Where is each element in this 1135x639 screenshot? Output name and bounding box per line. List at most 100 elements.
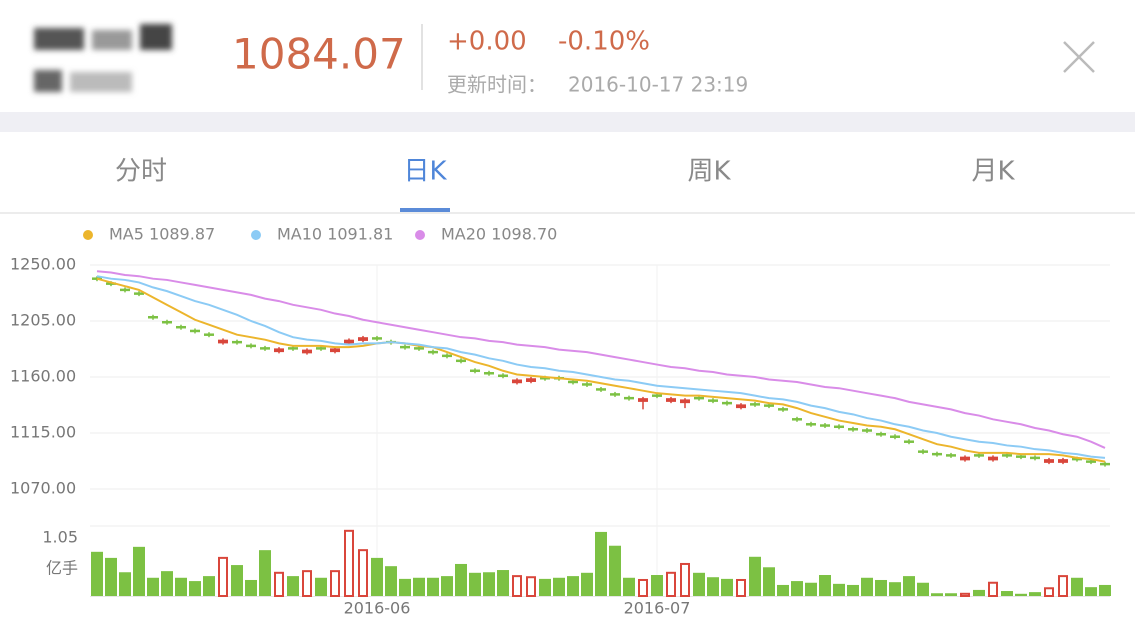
volume-bar	[330, 570, 340, 598]
candle-body	[344, 339, 354, 344]
candle-body	[1100, 462, 1110, 466]
volume-bar	[385, 566, 397, 596]
volume-bar	[623, 577, 635, 596]
candle-body	[792, 418, 802, 421]
candle-body	[512, 379, 522, 384]
ma-line	[96, 277, 1106, 463]
volume-bar	[1099, 584, 1111, 596]
volume-bar	[945, 593, 957, 596]
volume-bar	[399, 578, 411, 596]
volume-bar	[371, 557, 383, 596]
candle-body	[204, 333, 214, 336]
candle-body	[960, 456, 970, 461]
candle-body	[806, 423, 816, 426]
volume-bar	[889, 582, 901, 596]
candle-body	[274, 348, 284, 353]
candle-body	[1072, 457, 1082, 461]
volume-bar	[287, 576, 299, 596]
candle-body	[736, 404, 746, 409]
candle-body	[750, 403, 760, 406]
volume-bar	[1015, 593, 1027, 596]
candle-body	[988, 456, 998, 461]
candle-body	[624, 396, 634, 400]
candle-body	[610, 393, 620, 396]
volume-bar	[315, 577, 327, 596]
volume-bar	[693, 572, 705, 596]
candle-body	[442, 354, 452, 358]
blurred-stock-name	[34, 24, 172, 92]
volume-bar	[680, 562, 690, 598]
candle-body	[498, 374, 508, 377]
candle-body	[176, 325, 186, 329]
volume-bar	[567, 576, 579, 596]
candle-body	[834, 425, 844, 429]
volume-unit: 亿手	[46, 559, 78, 578]
volume-bar	[91, 551, 103, 596]
volume-bar	[1085, 587, 1097, 596]
volume-bar	[707, 577, 719, 596]
candle-body	[456, 359, 466, 363]
tab[interactable]: 日K	[403, 157, 447, 187]
volume-bar	[763, 567, 775, 596]
volume-bar	[805, 582, 817, 596]
volume-bar	[302, 570, 312, 598]
candle-body	[694, 396, 704, 400]
volume-bar	[483, 572, 495, 596]
volume-bar	[749, 556, 761, 596]
volume-bar	[903, 576, 915, 596]
candle-body	[246, 344, 256, 348]
update-time: 2016-10-17 23:19	[568, 73, 748, 97]
volume-bar	[819, 575, 831, 596]
candle-body	[162, 321, 172, 324]
candle-body	[568, 380, 578, 384]
volume-bar	[553, 577, 565, 596]
update-label: 更新时间：	[447, 73, 547, 97]
price-change: +0.00	[447, 27, 527, 57]
volume-bar	[133, 546, 145, 596]
y-tick-label: 1160.00	[10, 367, 76, 386]
candle-body	[778, 408, 788, 411]
y-tick-label: 1205.00	[10, 311, 76, 330]
candle-body	[652, 394, 662, 397]
volume-bar	[231, 565, 243, 596]
candle-body	[414, 347, 424, 350]
volume-bar	[1058, 575, 1068, 597]
volume-bar	[147, 577, 159, 596]
legend-label: MA5 1089.87	[109, 225, 215, 244]
tab[interactable]: 分时	[115, 157, 167, 187]
candle-body	[526, 378, 536, 382]
volume-bar	[638, 578, 648, 598]
volume-bar	[861, 577, 873, 596]
volume-bar	[988, 581, 998, 598]
tab[interactable]: 周K	[687, 157, 731, 187]
candle-body	[666, 398, 676, 402]
volume-bar	[721, 578, 733, 596]
volume-bar	[119, 572, 131, 596]
x-tick-label: 2016-06	[344, 599, 411, 618]
close-button[interactable]	[1063, 41, 1095, 73]
tab-indicator	[400, 208, 450, 212]
volume-bar	[1029, 592, 1041, 596]
candle-body	[358, 337, 368, 341]
legend-marker	[415, 230, 425, 240]
legend-marker	[83, 230, 93, 240]
candle-body	[148, 316, 158, 319]
legend-label: MA10 1091.81	[277, 225, 393, 244]
candle-body	[484, 372, 494, 375]
volume-bar	[245, 579, 257, 596]
volume-bar	[973, 589, 985, 596]
candle-body	[372, 337, 382, 340]
candle-body	[400, 345, 410, 349]
tab[interactable]: 月K	[971, 157, 1015, 187]
volume-bar	[344, 529, 354, 597]
candle-body	[302, 349, 312, 354]
candle-body	[638, 398, 648, 402]
current-price: 1084.07	[232, 30, 406, 79]
candle-body	[1044, 459, 1054, 463]
candle-body	[974, 454, 984, 457]
candle-body	[190, 329, 200, 333]
candle-body	[1058, 459, 1068, 463]
candle-body	[260, 347, 270, 350]
candle-body	[904, 440, 914, 443]
volume-bar	[497, 570, 509, 596]
